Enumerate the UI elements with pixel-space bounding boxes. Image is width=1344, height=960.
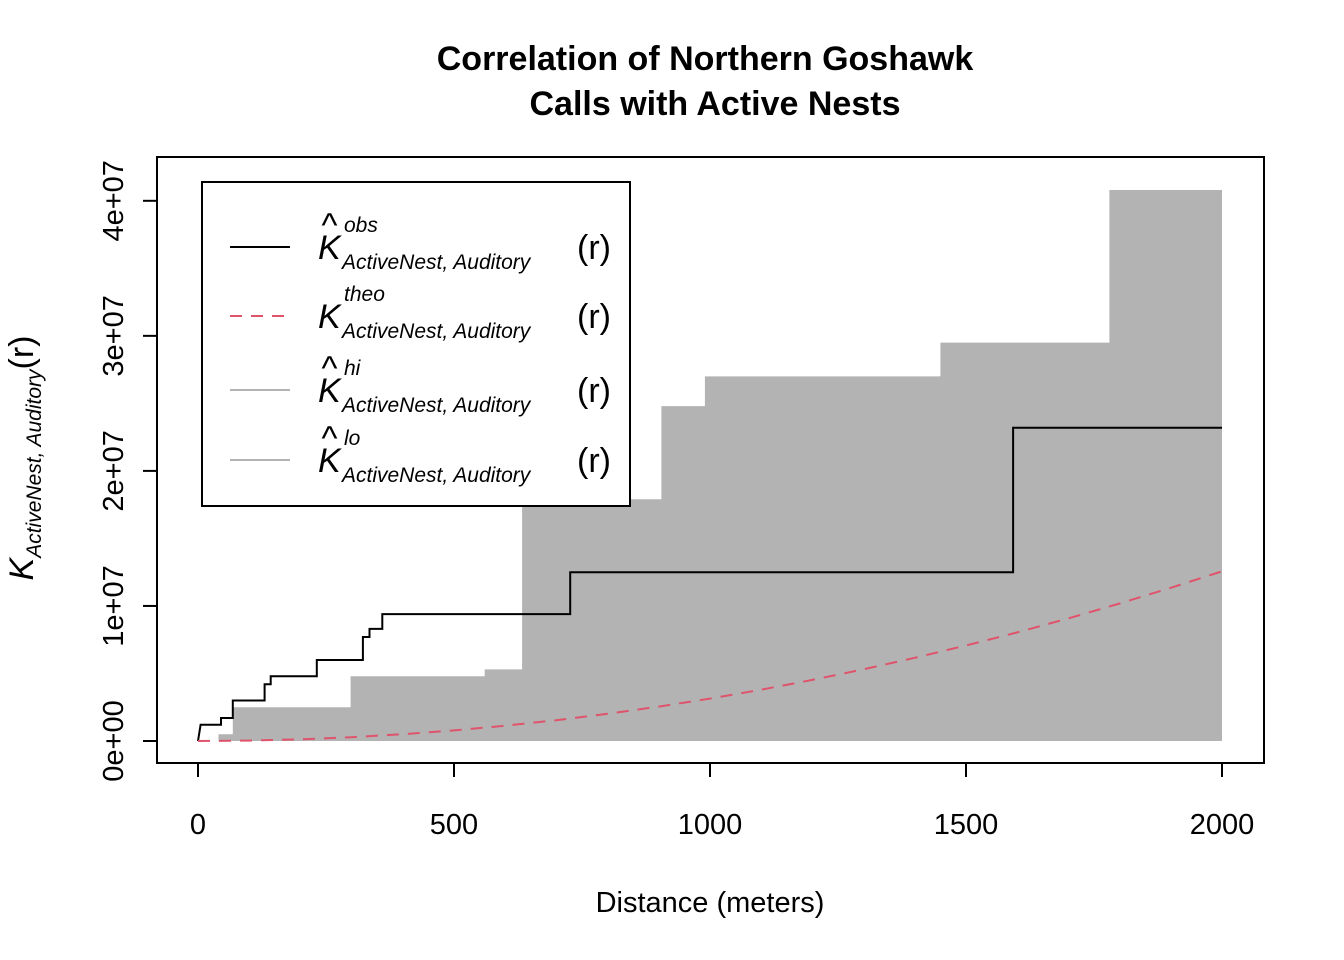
x-tick-label: 2000 [1190,809,1255,841]
x-axis-label: Distance (meters) [596,887,825,919]
chart-title-line-2: Calls with Active Nests [530,85,901,123]
legend-label-subscript: ActiveNest, Auditory [340,464,532,487]
legend-label-subscript: ActiveNest, Auditory [340,320,532,343]
legend-label-superscript: hi [344,357,362,380]
y-tick-label: 0e+00 [98,700,130,781]
y-tick-label: 1e+07 [98,565,130,646]
x-tick-label: 1000 [678,809,743,841]
chart-title-line-1: Correlation of Northern Goshawk [437,40,974,78]
envelope-band-layer [198,190,1222,741]
legend-label-superscript: theo [344,283,385,306]
x-axis: 0 500 1000 1500 2000 [190,762,1255,841]
y-tick-label: 3e+07 [98,295,130,376]
series-line-1 [197,570,1223,742]
legend-box [201,181,631,507]
legend-label-symbol: K [318,229,342,267]
y-axis-label-symbol: K [3,556,41,580]
y-axis-label: KActiveNest, Auditory(r) [3,336,46,581]
x-tick-label: 0 [190,809,206,841]
legend-label-symbol: K [318,298,342,336]
x-tick-label: 1500 [934,809,999,841]
legend-entry-3: K^ lo ActiveNest, Auditory (r) [230,420,611,487]
legend-label-symbol: K [318,442,342,480]
legend-label-arg: (r) [577,442,611,480]
legend-label-symbol: K [318,372,342,410]
y-tick-label: 4e+07 [98,160,130,241]
legend-label-arg: (r) [577,229,611,267]
legend-entry-2: K^ hi ActiveNest, Auditory (r) [230,350,611,417]
legend-label-subscript: ActiveNest, Auditory [340,394,532,417]
y-axis: 0e+00 1e+07 2e+07 3e+07 4e+07 [98,160,158,782]
y-axis-label-subscript: ActiveNest, Auditory [23,368,46,560]
series-layer [197,426,1223,742]
legend-label-hat: ^ [321,420,338,458]
legend-label-arg: (r) [577,298,611,336]
chart-title: Correlation of Northern Goshawk Calls wi… [437,40,974,123]
legend-label-superscript: obs [344,214,378,237]
series-line-0 [197,426,1222,742]
legend-label-hat: ^ [321,350,338,388]
y-axis-label-arg: (r) [3,336,41,370]
legend-label-subscript: ActiveNest, Auditory [340,251,532,274]
legend-label-arg: (r) [577,372,611,410]
y-tick-label: 2e+07 [98,430,130,511]
legend-label-hat: ^ [321,207,338,245]
x-tick-label: 500 [430,809,478,841]
svg-text:KActiveNest, Auditory(r): KActiveNest, Auditory(r) [3,336,46,581]
envelope-band [198,190,1222,741]
legend-label-superscript: lo [344,427,361,450]
legend-entry-0: K^ obs ActiveNest, Auditory (r) [230,207,611,274]
